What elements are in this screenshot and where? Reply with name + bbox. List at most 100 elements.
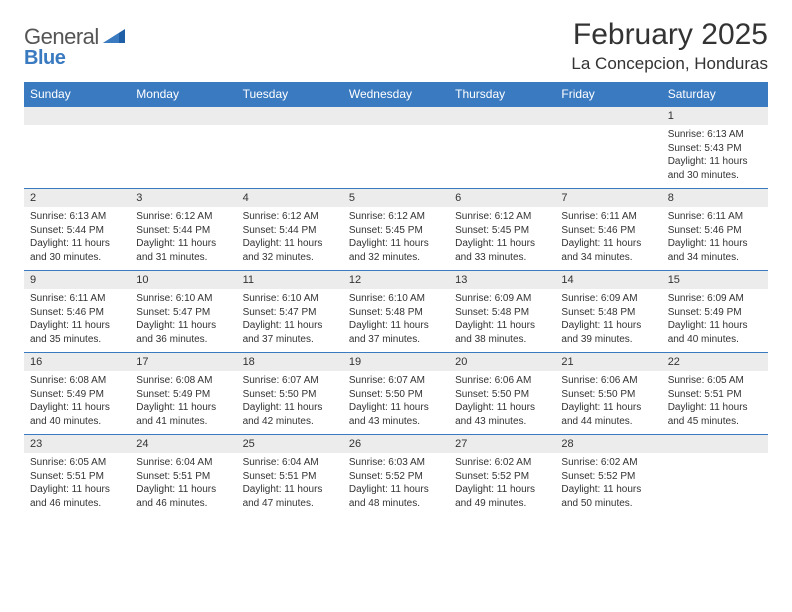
sunrise-text: Sunrise: 6:12 AM: [455, 210, 549, 224]
dow-thu: Thursday: [449, 82, 555, 107]
sunset-text: Sunset: 5:48 PM: [561, 306, 655, 320]
logo-triangle-icon: [103, 27, 125, 48]
day-cell: [555, 107, 661, 189]
sunrise-text: Sunrise: 6:04 AM: [243, 456, 337, 470]
day-body: Sunrise: 6:09 AMSunset: 5:49 PMDaylight:…: [662, 289, 768, 352]
day-body: Sunrise: 6:10 AMSunset: 5:47 PMDaylight:…: [237, 289, 343, 352]
day-number: 27: [449, 435, 555, 453]
day-body: [130, 125, 236, 134]
logo-word2-wrap: Blue: [24, 47, 65, 70]
day-cell: 8Sunrise: 6:11 AMSunset: 5:46 PMDaylight…: [662, 189, 768, 271]
day-cell: 5Sunrise: 6:12 AMSunset: 5:45 PMDaylight…: [343, 189, 449, 271]
day-body: Sunrise: 6:12 AMSunset: 5:45 PMDaylight:…: [343, 207, 449, 270]
sunrise-text: Sunrise: 6:08 AM: [30, 374, 124, 388]
sunrise-text: Sunrise: 6:12 AM: [349, 210, 443, 224]
logo-word2: Blue: [24, 47, 65, 69]
calendar-table: Sunday Monday Tuesday Wednesday Thursday…: [24, 82, 768, 516]
day-cell: 15Sunrise: 6:09 AMSunset: 5:49 PMDayligh…: [662, 271, 768, 353]
daylight-text: Daylight: 11 hours and 38 minutes.: [455, 319, 549, 346]
dow-fri: Friday: [555, 82, 661, 107]
day-body: [237, 125, 343, 134]
day-number: [343, 107, 449, 125]
day-number: 21: [555, 353, 661, 371]
daylight-text: Daylight: 11 hours and 42 minutes.: [243, 401, 337, 428]
sunset-text: Sunset: 5:50 PM: [455, 388, 549, 402]
header: General February 2025 La Concepcion, Hon…: [24, 18, 768, 74]
day-cell: [662, 435, 768, 517]
daylight-text: Daylight: 11 hours and 44 minutes.: [561, 401, 655, 428]
day-cell: [237, 107, 343, 189]
sunset-text: Sunset: 5:48 PM: [349, 306, 443, 320]
sunrise-text: Sunrise: 6:07 AM: [243, 374, 337, 388]
day-number: [237, 107, 343, 125]
sunrise-text: Sunrise: 6:02 AM: [455, 456, 549, 470]
day-number: 3: [130, 189, 236, 207]
sunset-text: Sunset: 5:47 PM: [243, 306, 337, 320]
day-body: Sunrise: 6:10 AMSunset: 5:48 PMDaylight:…: [343, 289, 449, 352]
day-body: Sunrise: 6:12 AMSunset: 5:45 PMDaylight:…: [449, 207, 555, 270]
day-body: [662, 453, 768, 462]
sunset-text: Sunset: 5:50 PM: [243, 388, 337, 402]
day-cell: 18 Sunrise: 6:07 AMSunset: 5:50 PMDayligh…: [237, 353, 343, 435]
month-title: February 2025: [571, 18, 768, 52]
day-number: [130, 107, 236, 125]
sunrise-text: Sunrise: 6:03 AM: [349, 456, 443, 470]
sunrise-text: Sunrise: 6:06 AM: [455, 374, 549, 388]
day-cell: 17Sunrise: 6:08 AMSunset: 5:49 PMDayligh…: [130, 353, 236, 435]
sunrise-text: Sunrise: 6:10 AM: [349, 292, 443, 306]
day-number: 7: [555, 189, 661, 207]
day-body: Sunrise: 6:11 AMSunset: 5:46 PMDaylight:…: [662, 207, 768, 270]
sunset-text: Sunset: 5:52 PM: [455, 470, 549, 484]
sunrise-text: Sunrise: 6:13 AM: [668, 128, 762, 142]
sunrise-text: Sunrise: 6:11 AM: [561, 210, 655, 224]
day-cell: 23Sunrise: 6:05 AMSunset: 5:51 PMDayligh…: [24, 435, 130, 517]
daylight-text: Daylight: 11 hours and 30 minutes.: [668, 155, 762, 182]
sunrise-text: Sunrise: 6:12 AM: [136, 210, 230, 224]
daylight-text: Daylight: 11 hours and 31 minutes.: [136, 237, 230, 264]
day-body: Sunrise: 6:10 AMSunset: 5:47 PMDaylight:…: [130, 289, 236, 352]
day-body: Sunrise: 6:12 AMSunset: 5:44 PMDaylight:…: [237, 207, 343, 270]
day-number: 12: [343, 271, 449, 289]
day-body: [343, 125, 449, 134]
day-number: 28: [555, 435, 661, 453]
daylight-text: Daylight: 11 hours and 39 minutes.: [561, 319, 655, 346]
sunset-text: Sunset: 5:48 PM: [455, 306, 549, 320]
sunset-text: Sunset: 5:51 PM: [30, 470, 124, 484]
day-number: 25: [237, 435, 343, 453]
sunset-text: Sunset: 5:45 PM: [455, 224, 549, 238]
dow-wed: Wednesday: [343, 82, 449, 107]
sunset-text: Sunset: 5:49 PM: [136, 388, 230, 402]
daylight-text: Daylight: 11 hours and 40 minutes.: [668, 319, 762, 346]
day-number: 15: [662, 271, 768, 289]
day-cell: 9Sunrise: 6:11 AMSunset: 5:46 PMDaylight…: [24, 271, 130, 353]
sunset-text: Sunset: 5:52 PM: [349, 470, 443, 484]
day-number: 2: [24, 189, 130, 207]
day-number: 16: [24, 353, 130, 371]
sunset-text: Sunset: 5:52 PM: [561, 470, 655, 484]
day-number: 24: [130, 435, 236, 453]
day-body: Sunrise: 6:11 AMSunset: 5:46 PMDaylight:…: [24, 289, 130, 352]
sunset-text: Sunset: 5:46 PM: [561, 224, 655, 238]
sunrise-text: Sunrise: 6:05 AM: [30, 456, 124, 470]
day-number: 18: [237, 353, 343, 371]
day-body: [555, 125, 661, 134]
sunset-text: Sunset: 5:44 PM: [136, 224, 230, 238]
day-number: [24, 107, 130, 125]
sunset-text: Sunset: 5:50 PM: [349, 388, 443, 402]
day-cell: 7Sunrise: 6:11 AMSunset: 5:46 PMDaylight…: [555, 189, 661, 271]
dow-row: Sunday Monday Tuesday Wednesday Thursday…: [24, 82, 768, 107]
daylight-text: Daylight: 11 hours and 45 minutes.: [668, 401, 762, 428]
day-cell: 10Sunrise: 6:10 AMSunset: 5:47 PMDayligh…: [130, 271, 236, 353]
sunrise-text: Sunrise: 6:02 AM: [561, 456, 655, 470]
location: La Concepcion, Honduras: [571, 54, 768, 74]
day-cell: 11Sunrise: 6:10 AMSunset: 5:47 PMDayligh…: [237, 271, 343, 353]
week-row: 9Sunrise: 6:11 AMSunset: 5:46 PMDaylight…: [24, 271, 768, 353]
day-cell: 22Sunrise: 6:05 AMSunset: 5:51 PMDayligh…: [662, 353, 768, 435]
daylight-text: Daylight: 11 hours and 37 minutes.: [349, 319, 443, 346]
sunset-text: Sunset: 5:46 PM: [668, 224, 762, 238]
sunset-text: Sunset: 5:45 PM: [349, 224, 443, 238]
day-cell: [449, 107, 555, 189]
sunrise-text: Sunrise: 6:11 AM: [30, 292, 124, 306]
day-number: 14: [555, 271, 661, 289]
day-number: 11: [237, 271, 343, 289]
